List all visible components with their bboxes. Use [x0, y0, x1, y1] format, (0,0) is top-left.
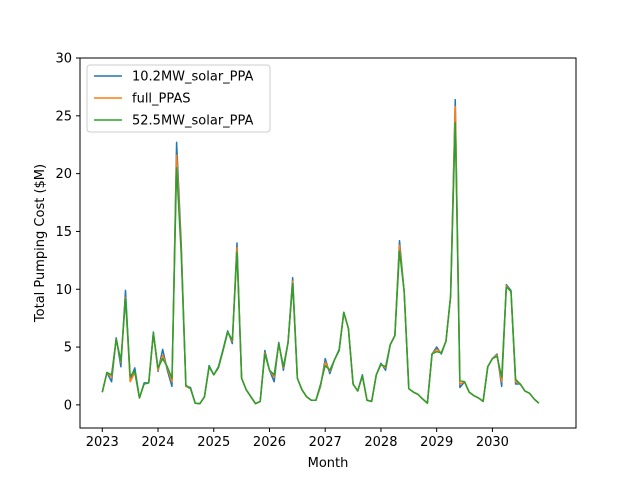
series-line-0 — [101, 98, 540, 405]
y-axis: 0 5 10 15 20 25 30 — [55, 52, 80, 413]
x-tick-label: 2026 — [253, 435, 286, 450]
y-axis-label: Total Pumping Cost ($M) — [33, 164, 48, 323]
legend-label-1: full_PPAS — [132, 92, 191, 107]
legend-box — [86, 64, 271, 133]
x-axis: 2023 2024 2025 2026 2027 2028 2029 2030 — [86, 428, 509, 450]
series-line-1 — [101, 105, 540, 405]
x-tick-label: 2023 — [86, 435, 119, 450]
y-tick-label: 5 — [64, 341, 72, 356]
legend-label-0: 10.2MW_solar_PPA — [132, 70, 254, 85]
y-tick-label: 10 — [55, 283, 72, 298]
series-line-2 — [101, 122, 540, 405]
plot-frame — [79, 57, 577, 429]
y-tick-label: 15 — [55, 225, 72, 240]
x-tick-label: 2025 — [197, 435, 230, 450]
y-tick-label: 0 — [64, 398, 72, 413]
x-tick-label: 2029 — [420, 435, 453, 450]
x-tick-label: 2024 — [141, 435, 174, 450]
legend: 10.2MW_solar_PPA full_PPAS 52.5MW_solar_PP… — [86, 64, 271, 133]
y-tick-label: 30 — [55, 52, 72, 67]
series-layer — [101, 98, 540, 405]
y-tick-label: 25 — [55, 109, 72, 124]
x-tick-label: 2028 — [364, 435, 397, 450]
legend-label-2: 52.5MW_solar_PPA — [132, 114, 254, 129]
y-tick-label: 20 — [55, 167, 72, 182]
x-tick-label: 2030 — [476, 435, 509, 450]
x-axis-label: Month — [308, 456, 349, 471]
x-tick-label: 2027 — [309, 435, 342, 450]
